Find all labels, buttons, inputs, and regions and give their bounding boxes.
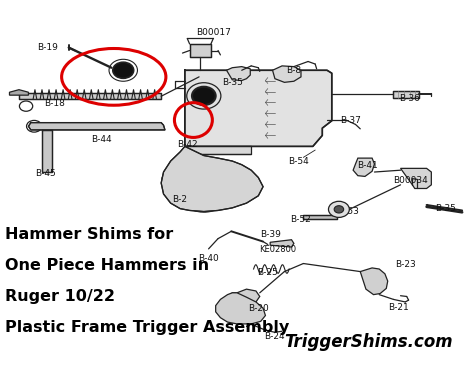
- Polygon shape: [401, 168, 431, 188]
- Polygon shape: [353, 158, 374, 176]
- Text: B-37: B-37: [340, 116, 361, 124]
- Polygon shape: [270, 240, 294, 247]
- Text: B-8: B-8: [286, 66, 301, 75]
- Polygon shape: [161, 146, 263, 212]
- Circle shape: [334, 206, 344, 213]
- Text: Hammer Shims for: Hammer Shims for: [5, 227, 173, 242]
- Circle shape: [192, 87, 216, 105]
- Circle shape: [162, 173, 176, 184]
- Text: Ruger 10/22: Ruger 10/22: [5, 289, 115, 304]
- Text: B-21: B-21: [388, 303, 409, 312]
- Text: One Piece Hammers in: One Piece Hammers in: [5, 258, 209, 273]
- Text: B-24: B-24: [264, 332, 284, 341]
- Text: B-40: B-40: [198, 254, 219, 262]
- Circle shape: [113, 62, 134, 78]
- Polygon shape: [303, 215, 337, 219]
- Polygon shape: [227, 67, 250, 81]
- Text: B-39: B-39: [260, 231, 281, 239]
- Polygon shape: [360, 268, 388, 295]
- Polygon shape: [28, 123, 165, 130]
- Polygon shape: [185, 70, 332, 146]
- Text: B-35: B-35: [435, 204, 456, 213]
- Text: B-35: B-35: [222, 78, 243, 87]
- Text: B-41: B-41: [357, 161, 378, 170]
- Text: B00034: B00034: [392, 176, 428, 184]
- Text: B-54: B-54: [288, 157, 309, 166]
- Polygon shape: [216, 293, 265, 324]
- Polygon shape: [190, 44, 211, 57]
- Text: B-53: B-53: [338, 207, 359, 216]
- Text: Plastic Frame Trigger Assembly: Plastic Frame Trigger Assembly: [5, 320, 289, 335]
- Text: B-20: B-20: [248, 304, 269, 313]
- Text: B-42: B-42: [177, 140, 198, 149]
- Polygon shape: [231, 289, 260, 305]
- Polygon shape: [185, 146, 251, 154]
- Polygon shape: [393, 91, 419, 98]
- Text: B-45: B-45: [35, 169, 55, 178]
- Text: B-52: B-52: [290, 215, 310, 224]
- Polygon shape: [19, 93, 161, 99]
- Text: B-44: B-44: [91, 135, 112, 143]
- Text: B-2: B-2: [173, 195, 188, 204]
- Text: TriggerShims.com: TriggerShims.com: [284, 333, 453, 351]
- Circle shape: [328, 201, 349, 217]
- Text: B00017: B00017: [196, 29, 231, 37]
- Text: B-18: B-18: [44, 99, 65, 108]
- Polygon shape: [273, 66, 301, 82]
- Text: B-36: B-36: [400, 94, 420, 103]
- Text: B-23: B-23: [395, 260, 416, 269]
- Polygon shape: [9, 90, 28, 95]
- Text: B-19: B-19: [37, 43, 58, 52]
- Text: KE02800: KE02800: [259, 245, 296, 254]
- Circle shape: [27, 120, 42, 132]
- Text: B-25: B-25: [257, 268, 278, 277]
- Polygon shape: [42, 130, 52, 172]
